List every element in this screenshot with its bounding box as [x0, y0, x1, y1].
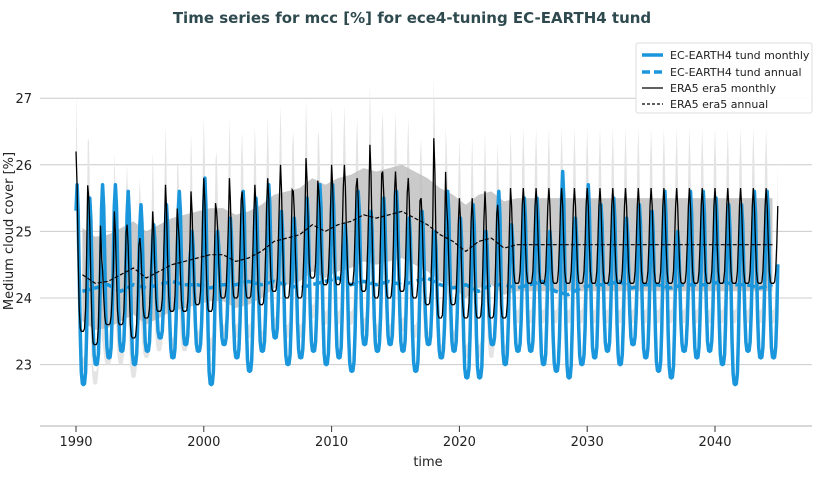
- x-tick-label: 2020: [443, 435, 476, 450]
- legend-label-era5-annual: ERA5 era5 annual: [670, 98, 768, 111]
- x-axis-label: time: [413, 455, 442, 470]
- x-tick-label: 2030: [571, 435, 604, 450]
- x-tick-label: 1990: [59, 435, 92, 450]
- model-annual-line: [81, 276, 773, 297]
- legend: EC-EARTH4 tund monthly EC-EARTH4 tund an…: [635, 42, 813, 114]
- y-ticks: 23 24 25 26 27: [15, 92, 32, 373]
- y-tick-label: 27: [15, 92, 32, 107]
- x-tick-label: 2040: [698, 435, 731, 450]
- x-tick-label: 2010: [315, 435, 348, 450]
- y-tick-label: 23: [15, 359, 32, 374]
- chart-title: Time series for mcc [%] for ece4-tuning …: [173, 9, 651, 27]
- era5-annual-line: [82, 210, 773, 284]
- y-tick-label: 25: [15, 225, 32, 240]
- x-tick-label: 2000: [187, 435, 220, 450]
- legend-box: [635, 42, 813, 114]
- y-axis-label: Medium cloud cover [%]: [2, 152, 17, 310]
- series-lines: [74, 138, 780, 387]
- legend-label-era5-monthly: ERA5 era5 monthly: [670, 82, 776, 95]
- era5-monthly-line: [75, 138, 779, 346]
- legend-label-model-monthly: EC-EARTH4 tund monthly: [670, 49, 810, 62]
- y-tick-label: 26: [15, 159, 32, 174]
- legend-label-model-annual: EC-EARTH4 tund annual: [670, 66, 802, 79]
- x-ticks: 1990 2000 2010 2020 2030 2040: [59, 426, 732, 450]
- y-tick-label: 24: [15, 292, 32, 307]
